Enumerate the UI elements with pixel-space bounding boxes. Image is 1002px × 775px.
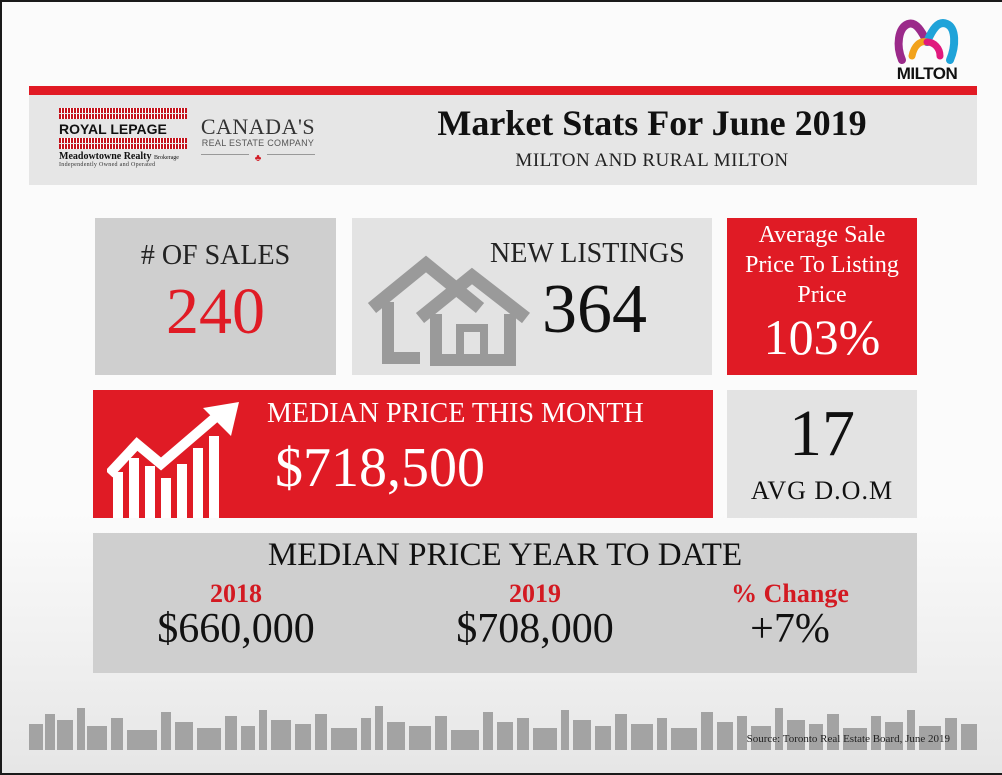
logo-bars-top	[59, 108, 187, 113]
logo-bars-bottom	[59, 138, 187, 143]
sales-value: 240	[166, 275, 265, 348]
maple-leaf-icon: ♣	[254, 153, 262, 164]
ytd-column-change: % Change +7%	[665, 579, 915, 653]
brokerage-text: Meadowtowne Realty	[59, 151, 152, 162]
sales-label: # OF SALES	[140, 240, 291, 271]
avg-dom-value: 17	[789, 397, 855, 470]
brokerage-suffix: Brokerage	[153, 155, 179, 161]
city-skyline-illustration	[29, 706, 977, 750]
ytd-heading: 2018	[210, 579, 262, 608]
ytd-value: +7%	[750, 606, 830, 652]
new-listings-card: NEW LISTINGS 364	[352, 218, 712, 375]
canadas-logo: CANADA'S REAL ESTATE COMPANY ♣	[195, 114, 321, 164]
milton-logo-text: MILTON	[896, 64, 958, 83]
ytd-heading: 2019	[509, 579, 561, 608]
maple-leaf-divider: ♣	[195, 148, 321, 164]
real-estate-company-text: REAL ESTATE COMPANY	[201, 138, 315, 148]
brokerage-name: Meadowtowne Realty Brokerage	[59, 151, 187, 162]
ytd-column-2019: 2019 $708,000	[410, 579, 660, 653]
ytd-column-2018: 2018 $660,000	[111, 579, 361, 653]
avg-dom-label: AVG D.O.M	[750, 476, 894, 505]
ytd-card: MEDIAN PRICE YEAR TO DATE 2018 $660,000 …	[93, 533, 917, 673]
ytd-heading: % Change	[731, 579, 849, 608]
royal-lepage-text: ROYAL LEPAGE	[59, 121, 167, 137]
median-month-label: MEDIAN PRICE THIS MONTH	[267, 398, 644, 429]
milton-logo: MILTON	[872, 16, 982, 88]
header-red-line	[29, 86, 977, 95]
page-subtitle: MILTON AND RURAL MILTON	[515, 150, 789, 171]
logo-bars-top-2	[59, 114, 187, 119]
new-listings-value: 364	[542, 271, 647, 348]
ytd-value: $660,000	[157, 606, 315, 652]
header-band	[29, 95, 977, 185]
median-month-value: $718,500	[275, 437, 485, 499]
new-listings-label: NEW LISTINGS	[490, 238, 685, 269]
avg-dom-card: 17 AVG D.O.M	[727, 390, 917, 518]
median-month-card: MEDIAN PRICE THIS MONTH $718,500	[93, 390, 713, 518]
sales-card: # OF SALES 240	[95, 218, 336, 375]
royal-lepage-logo: ROYAL LEPAGE Meadowtowne Realty Brokerag…	[59, 107, 187, 177]
canadas-text: CANADA'S	[200, 114, 316, 139]
ytd-value: $708,000	[456, 606, 614, 652]
page-title: Market Stats For June 2019	[437, 103, 867, 143]
ytd-title: MEDIAN PRICE YEAR TO DATE	[267, 537, 743, 573]
milton-m-icon	[894, 19, 959, 64]
brokerage-tagline: Independently Owned and Operated	[59, 162, 156, 168]
avg-sale-to-list-value: 103%	[763, 309, 881, 365]
logo-bars-bottom-2	[59, 144, 187, 149]
avg-sale-to-list-card: Average Sale Price To Listing Price 103%	[727, 218, 917, 375]
source-note: Source: Toronto Real Estate Board, June …	[746, 733, 950, 745]
avg-sale-to-list-label: Average Sale Price To Listing Price	[745, 222, 899, 308]
rising-bar-chart-icon	[107, 402, 239, 518]
houses-icon	[367, 255, 530, 366]
